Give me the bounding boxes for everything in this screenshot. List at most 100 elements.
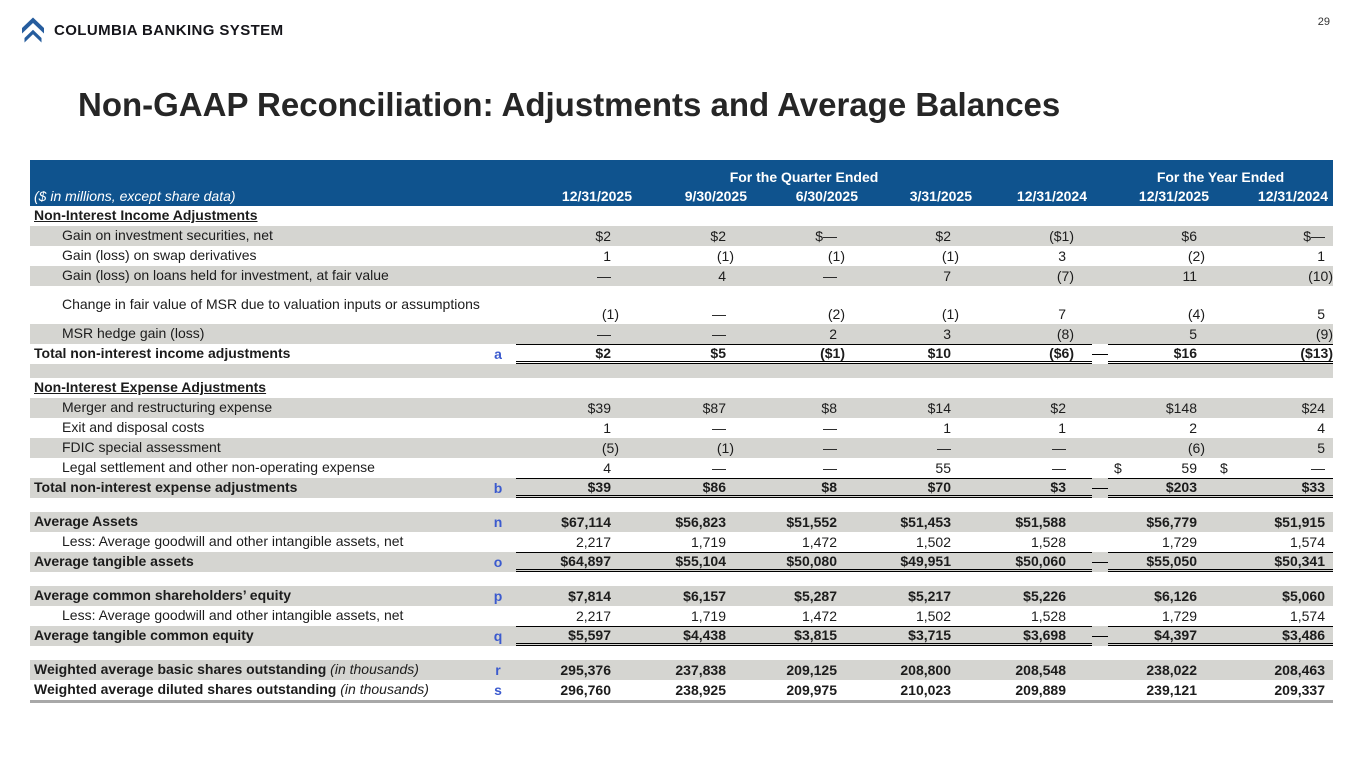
value-cell: $5,226 bbox=[1023, 588, 1066, 604]
value-cell: — bbox=[597, 326, 611, 342]
value-cell: (1) bbox=[716, 248, 734, 264]
row-label: Average Assets bbox=[34, 513, 139, 530]
table-row: Non-Interest Expense Adjustments bbox=[30, 378, 1333, 398]
table-row: Total non-interest expense adjustments b $… bbox=[30, 478, 1333, 498]
value-cell: $50,060 bbox=[977, 552, 1092, 572]
value-cell: 208,548 bbox=[1015, 662, 1066, 678]
value-cell: 210,023 bbox=[900, 682, 951, 698]
value-cell: $67,114 bbox=[561, 514, 611, 530]
value-cell: 209,975 bbox=[786, 682, 837, 698]
value-cell: $5 bbox=[637, 344, 752, 364]
value-cell: 2,217 bbox=[575, 608, 611, 624]
gutter bbox=[1092, 561, 1108, 563]
value-cell: $5,217 bbox=[908, 588, 951, 604]
value-cell: ($13) bbox=[1214, 344, 1333, 364]
table-row: Average Assets n $67,114 $56,823 $51,552 $51,… bbox=[30, 512, 1333, 532]
table-row bbox=[30, 646, 1333, 660]
value-cell: 295,376 bbox=[560, 662, 611, 678]
group-header-quarter: For the Quarter Ended bbox=[729, 169, 879, 185]
ref-letter: b bbox=[493, 480, 503, 496]
value-cell: (8) bbox=[1056, 326, 1074, 342]
column-header: 12/31/2024 bbox=[1257, 188, 1328, 204]
table-row: Less: Average goodwill and other intangi… bbox=[30, 532, 1333, 552]
value-cell: (4) bbox=[1187, 306, 1205, 322]
group-header-year: For the Year Ended bbox=[1156, 169, 1285, 185]
value-cell: 2 bbox=[1189, 420, 1197, 436]
value-cell: $2 bbox=[595, 228, 611, 244]
brand-name: COLUMBIA BANKING SYSTEM bbox=[54, 21, 284, 39]
value-cell: $56,823 bbox=[675, 514, 726, 530]
value-cell: 1 bbox=[1058, 420, 1066, 436]
value-cell: (7) bbox=[1056, 268, 1074, 284]
value-cell: 4 bbox=[1317, 420, 1325, 436]
row-label: Gain (loss) on swap derivatives bbox=[62, 247, 257, 264]
value-cell: 209,889 bbox=[1015, 682, 1066, 698]
value-cell: $4,397 bbox=[1108, 626, 1214, 646]
value-cell: $5,060 bbox=[1282, 588, 1325, 604]
value-cell: 3 bbox=[943, 326, 951, 342]
value-cell: 296,760 bbox=[560, 682, 611, 698]
row-label: Exit and disposal costs bbox=[62, 419, 205, 436]
row-label: Gain (loss) on loans held for investment… bbox=[62, 267, 389, 284]
table-subtitle: ($ in millions, except share data) bbox=[34, 188, 236, 204]
value-cell: 7 bbox=[1058, 306, 1066, 322]
value-cell: — bbox=[823, 460, 837, 476]
value-cell: $3,715 bbox=[863, 626, 977, 646]
value-cell: $55,050 bbox=[1108, 552, 1214, 572]
value-cell: — bbox=[823, 268, 837, 284]
value-cell: $50,341 bbox=[1214, 552, 1333, 572]
table-row: Average common shareholders’ equity p $7,8… bbox=[30, 586, 1333, 606]
value-cell: $— bbox=[1303, 228, 1325, 244]
value-cell: 1,729 bbox=[1161, 534, 1197, 550]
table-row: Legal settlement and other non-operating… bbox=[30, 458, 1333, 478]
value-cell: $50,080 bbox=[752, 552, 863, 572]
section-header-label: Non-Interest Income Adjustments bbox=[34, 207, 258, 224]
value-cell: $3,815 bbox=[752, 626, 863, 646]
table-row: Exit and disposal costs 1 — — 1 1 2 4 bbox=[30, 418, 1333, 438]
value-cell: $5,597 bbox=[516, 626, 637, 646]
column-header: 12/31/2025 bbox=[1138, 188, 1209, 204]
row-label: Merger and restructuring expense bbox=[62, 399, 273, 416]
column-header: 12/31/2025 bbox=[561, 188, 632, 204]
value-cell: (2) bbox=[827, 306, 845, 322]
value-cell: 1,528 bbox=[1030, 608, 1066, 624]
value-cell: 1 bbox=[603, 420, 611, 436]
value-cell: — bbox=[937, 440, 951, 456]
ref-letter: a bbox=[494, 346, 502, 362]
value-cell: $87 bbox=[702, 400, 726, 416]
value-cell: 5 bbox=[1317, 306, 1325, 322]
row-label: Average tangible assets bbox=[34, 553, 194, 570]
value-cell: 1,729 bbox=[1161, 608, 1197, 624]
value-cell: — bbox=[712, 306, 726, 322]
value-cell: 239,121 bbox=[1146, 682, 1197, 698]
value-cell: 238,022 bbox=[1146, 662, 1197, 678]
row-label-suffix: (in thousands) bbox=[340, 681, 429, 698]
value-cell: $2 bbox=[710, 228, 726, 244]
value-cell: 237,838 bbox=[675, 662, 726, 678]
row-label: Weighted average basic shares outstandin… bbox=[34, 661, 419, 678]
value-cell: 208,463 bbox=[1274, 662, 1325, 678]
table-row: Gain (loss) on loans held for investment… bbox=[30, 266, 1333, 286]
table-row: FDIC special assessment (5) (1) — — — (6) 5 bbox=[30, 438, 1333, 458]
ref-letter: q bbox=[493, 628, 503, 644]
value-cell: 11 bbox=[1182, 268, 1197, 284]
table-row: MSR hedge gain (loss) — — 2 3 (8) 5 (9) bbox=[30, 324, 1333, 344]
value-cell: (1) bbox=[827, 248, 845, 264]
table-row: Gain on investment securities, net $2 $2 $—… bbox=[30, 226, 1333, 246]
value-cell: 1,472 bbox=[801, 534, 837, 550]
value-cell: 3 bbox=[1058, 248, 1066, 264]
value-cell: (6) bbox=[1187, 440, 1205, 456]
value-cell: $64,897 bbox=[516, 552, 637, 572]
value-cell: $51,453 bbox=[900, 514, 951, 530]
column-header: 6/30/2025 bbox=[795, 188, 858, 204]
table-date-header-row: ($ in millions, except share data) 12/31… bbox=[30, 186, 1333, 206]
value-cell: $16 bbox=[1108, 344, 1214, 364]
value-cell: (1) bbox=[716, 440, 734, 456]
row-label-suffix: (in thousands) bbox=[330, 661, 419, 678]
value-cell: ($6) bbox=[977, 344, 1092, 364]
value-cell: $55,104 bbox=[637, 552, 752, 572]
table-row bbox=[30, 572, 1333, 586]
value-part: — bbox=[1311, 460, 1325, 476]
value-cell: (1) bbox=[941, 248, 959, 264]
value-cell: $39 bbox=[587, 400, 611, 416]
